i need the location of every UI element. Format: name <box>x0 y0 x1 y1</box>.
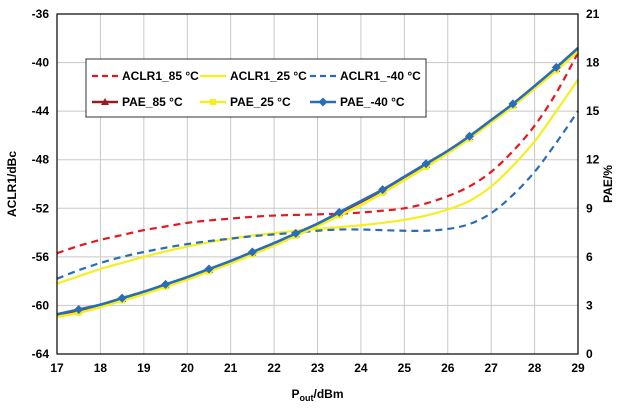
y-left-tick-label: -36 <box>32 7 50 21</box>
legend-marker <box>210 99 216 105</box>
legend-box <box>85 58 427 118</box>
legend-item: ACLR1_85 °C <box>92 69 199 83</box>
data-point <box>74 304 84 314</box>
data-point <box>334 207 344 217</box>
data-point <box>551 62 561 72</box>
y-axis-right-label: PAE/% <box>601 165 615 203</box>
y-right-tick-label: 0 <box>586 347 593 361</box>
x-tick-label: 27 <box>484 361 498 375</box>
y-left-tick-label: -44 <box>32 104 50 118</box>
y-left-tick-label: -60 <box>32 298 50 312</box>
x-tick-label: 17 <box>50 361 64 375</box>
data-point <box>247 247 257 257</box>
data-point <box>117 293 127 303</box>
data-point <box>421 159 431 169</box>
data-point <box>204 264 214 274</box>
series-2 <box>56 78 579 285</box>
x-tick-label: 18 <box>94 361 108 375</box>
legend-label: ACLR1_25 °C <box>230 69 307 83</box>
x-tick-label: 28 <box>528 361 542 375</box>
series-6 <box>56 47 579 316</box>
x-axis-label: Pout/dBm <box>291 387 343 403</box>
x-tick-label: 20 <box>181 361 195 375</box>
legend-label: PAE_-40 °C <box>340 95 405 109</box>
y-left-tick-label: -52 <box>32 201 50 215</box>
legend-label: ACLR1_85 °C <box>122 69 199 83</box>
x-tick-label: 19 <box>137 361 151 375</box>
legend-marker <box>318 97 328 107</box>
x-tick-label: 26 <box>441 361 455 375</box>
legend-label: PAE_25 °C <box>230 95 291 109</box>
x-tick-label: 29 <box>571 361 585 375</box>
y-axis-left-label: ACLR1/dBc <box>5 151 19 217</box>
series-1 <box>56 52 579 255</box>
legend-label: ACLR1_-40 °C <box>340 69 421 83</box>
series-line <box>56 50 579 319</box>
legend-item: ACLR1_-40 °C <box>310 69 421 83</box>
legend-item: PAE_-40 °C <box>310 95 405 109</box>
plot-frame <box>56 13 579 355</box>
x-tick-label: 25 <box>398 361 412 375</box>
x-tick-label: 21 <box>224 361 238 375</box>
y-right-tick-label: 15 <box>586 104 600 118</box>
y-right-tick-label: 12 <box>586 153 600 167</box>
y-left-tick-label: -56 <box>32 250 50 264</box>
y-right-tick-label: 21 <box>586 7 600 21</box>
y-right-tick-label: 9 <box>586 201 593 215</box>
data-point <box>161 279 171 289</box>
tick-labels: 17 18 19 20 21 22 23 24 25 26 27 28 29 -36 -40 -44 -48 -5… <box>32 7 600 375</box>
legend-label: PAE_85 °C <box>122 95 183 109</box>
data-point <box>508 99 518 109</box>
y-right-tick-label: 18 <box>586 56 600 70</box>
data-point <box>291 228 301 238</box>
y-left-tick-label: -64 <box>32 347 50 361</box>
series-line <box>56 47 579 316</box>
legend-item: PAE_25 °C <box>200 95 291 109</box>
y-right-tick-label: 6 <box>586 250 593 264</box>
y-right-tick-label: 3 <box>586 298 593 312</box>
legend-item: ACLR1_25 °C <box>200 69 307 83</box>
x-tick-label: 22 <box>267 361 281 375</box>
x-tick-label: 23 <box>311 361 325 375</box>
series-line <box>56 52 579 255</box>
series-3 <box>56 110 579 280</box>
series-line <box>56 78 579 285</box>
y-left-tick-label: -40 <box>32 56 50 70</box>
legend: ACLR1_85 °C ACLR1_25 °C ACLR1_-40 °C PAE_85… <box>85 58 427 118</box>
legend-marker <box>101 98 109 105</box>
legend-item: PAE_85 °C <box>92 95 183 109</box>
x-tick-label: 24 <box>354 361 368 375</box>
data-point <box>464 131 474 141</box>
data-point <box>378 185 388 195</box>
series-line <box>56 110 579 280</box>
y-left-tick-label: -48 <box>32 153 50 167</box>
series-layer <box>56 47 579 319</box>
